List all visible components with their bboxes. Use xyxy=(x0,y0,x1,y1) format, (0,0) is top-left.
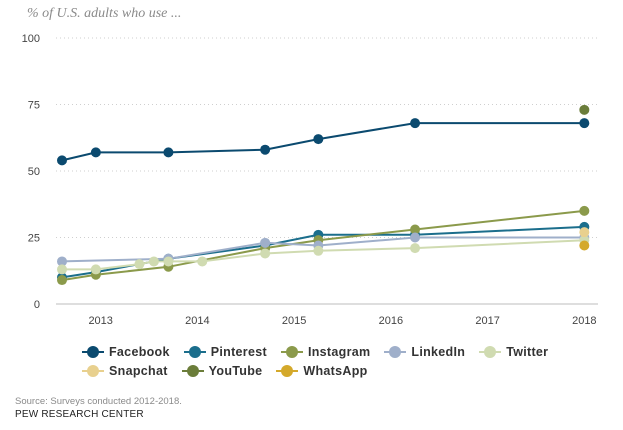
legend-swatch xyxy=(82,364,104,377)
y-tick-label: 100 xyxy=(22,33,40,45)
y-axis: 0 25 50 75 100 xyxy=(22,33,40,311)
source-note: Source: Surveys conducted 2012-2018. xyxy=(15,396,182,407)
x-tick-label: 2016 xyxy=(379,315,403,327)
data-point xyxy=(579,104,590,115)
legend-item-youtube: YouTube xyxy=(181,363,263,378)
legend-item-twitter: Twitter xyxy=(479,345,548,359)
y-tick-label: 75 xyxy=(28,100,40,112)
legend-swatch xyxy=(276,364,299,377)
data-point xyxy=(579,240,590,251)
data-point xyxy=(579,227,590,238)
series-whatsapp xyxy=(579,240,590,251)
legend-label: LinkedIn xyxy=(411,344,466,359)
data-point xyxy=(260,144,271,155)
series-youtube xyxy=(579,104,590,115)
data-point xyxy=(313,245,324,256)
data-point xyxy=(579,118,590,129)
legend-row-2: Snapchat YouTube WhatsApp xyxy=(82,361,582,380)
legend-row-1: Facebook Pinterest Instagram LinkedIn Twitte… xyxy=(82,342,582,361)
legend-item-snapchat: Snapchat xyxy=(82,364,168,378)
data-point xyxy=(163,256,174,267)
data-point xyxy=(57,256,67,267)
data-point xyxy=(260,248,271,259)
series-facebook xyxy=(57,118,590,166)
x-tick-label: 2014 xyxy=(185,315,209,327)
data-point xyxy=(410,232,421,243)
legend-swatch xyxy=(82,345,104,358)
data-point xyxy=(197,256,208,267)
legend-label: Snapchat xyxy=(109,363,168,378)
organization-name: PEW RESEARCH CENTER xyxy=(15,409,144,420)
data-point xyxy=(134,259,145,270)
x-axis: 2013 2014 2015 2016 2017 2018 xyxy=(88,315,596,327)
legend-label: Facebook xyxy=(109,344,170,359)
line-chart: 0 25 50 75 100 2013 2014 2015 2016 2017 2018 xyxy=(22,33,598,327)
data-point xyxy=(579,205,590,216)
y-tick-label: 25 xyxy=(28,233,40,245)
chart-subtitle: % of U.S. adults who use ... xyxy=(27,6,182,21)
series-line xyxy=(61,122,585,162)
data-point xyxy=(57,155,67,166)
series-layer xyxy=(57,104,590,286)
legend-label: YouTube xyxy=(208,363,263,378)
y-tick-label: 50 xyxy=(28,166,40,178)
data-point xyxy=(410,224,421,235)
legend-swatch xyxy=(181,364,204,377)
legend-item-facebook: Facebook xyxy=(82,345,170,359)
legend-item-whatsapp: WhatsApp xyxy=(276,364,367,378)
legend-label: Instagram xyxy=(307,344,371,359)
data-point xyxy=(260,237,271,248)
series-pinterest xyxy=(57,221,590,283)
data-point xyxy=(57,275,67,286)
x-tick-label: 2017 xyxy=(475,315,499,327)
data-point xyxy=(410,118,421,129)
x-tick-label: 2015 xyxy=(282,315,306,327)
x-tick-label: 2013 xyxy=(88,315,112,327)
data-point xyxy=(90,147,101,158)
legend-swatch xyxy=(183,345,206,358)
legend-item-pinterest: Pinterest xyxy=(183,344,267,359)
legend-swatch xyxy=(479,345,502,358)
y-tick-label: 0 xyxy=(34,299,40,311)
legend-item-instagram: Instagram xyxy=(280,344,371,359)
legend-label: WhatsApp xyxy=(303,363,368,378)
data-point xyxy=(90,264,101,275)
legend-label: Twitter xyxy=(506,344,549,359)
data-point xyxy=(163,147,174,158)
legend-item-linkedin: LinkedIn xyxy=(384,345,465,359)
legend-swatch xyxy=(384,345,407,358)
legend: Facebook Pinterest Instagram LinkedIn Twitte… xyxy=(82,342,582,380)
data-point xyxy=(410,243,421,254)
data-point xyxy=(57,264,67,275)
data-point xyxy=(148,256,159,267)
legend-label: Pinterest xyxy=(210,344,267,359)
series-line xyxy=(62,239,585,271)
data-point xyxy=(313,134,324,145)
grid-lines xyxy=(56,37,598,305)
x-tick-label: 2018 xyxy=(572,315,596,327)
series-snapchat xyxy=(579,227,590,238)
legend-swatch xyxy=(280,345,303,358)
